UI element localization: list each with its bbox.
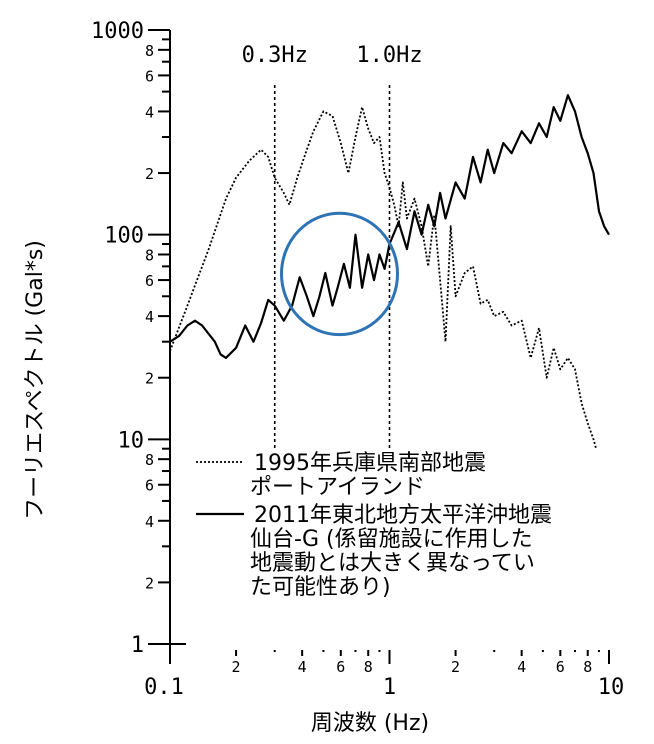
x-minor-tick-label: 2 xyxy=(451,658,460,676)
y-axis-label: フーリエスペクトル (Gal*s) xyxy=(23,240,48,520)
x-tick-label: 1 xyxy=(383,675,396,700)
legend-background xyxy=(186,448,626,650)
series-lines xyxy=(169,94,610,502)
x-minor-tick-label: 8 xyxy=(364,658,373,676)
legend-entry-text: 仙台-G (係留施設に作用した xyxy=(250,527,533,552)
y-minor-tick-label: 6 xyxy=(145,67,154,85)
x-minor-tick-label: 8 xyxy=(583,658,592,676)
x-tick-label: 0.1 xyxy=(144,675,184,700)
legend-entry-text: ポートアイランド xyxy=(250,475,425,500)
x-minor-tick-label: 4 xyxy=(517,658,526,676)
y-minor-tick-label: 2 xyxy=(145,165,154,183)
y-minor-tick-label: 6 xyxy=(145,272,154,290)
series-line-solid xyxy=(169,94,610,359)
reference-lines: 0.3Hz 1.0Hz xyxy=(242,43,423,644)
x-minor-tick-label: 4 xyxy=(298,658,307,676)
y-minor-tick-label: 8 xyxy=(145,42,154,60)
y-tick-label: 10 xyxy=(118,428,145,453)
reference-line-label: 1.0Hz xyxy=(356,43,422,68)
highlight-ellipse xyxy=(280,211,399,337)
x-minor-tick-label: 6 xyxy=(336,658,345,676)
legend-entry-text: た可能性あり) xyxy=(250,575,391,600)
y-minor-tick-label: 8 xyxy=(145,451,154,469)
legend-entry-text: 2011年東北地方太平洋沖地震 xyxy=(254,503,552,528)
x-axis-label: 周波数 (Hz) xyxy=(311,711,429,736)
y-tick-label: 100 xyxy=(104,224,144,249)
x-minor-tick-label: 6 xyxy=(556,658,565,676)
x-minor-tick-label: 2 xyxy=(232,658,241,676)
highlight-ellipse-shape xyxy=(280,211,399,337)
legend-entry-text: 1995年兵庫県南部地震 xyxy=(254,451,486,476)
x-tick-label: 10 xyxy=(598,675,625,700)
legend-entry-text: 地震動とは大きく異なってい xyxy=(250,551,535,576)
y-minor-tick-label: 4 xyxy=(145,308,154,326)
y-minor-tick-label: 8 xyxy=(145,247,154,265)
y-tick-label: 1000 xyxy=(91,19,144,44)
y-minor-tick-label: 2 xyxy=(145,574,154,592)
y-minor-tick-label: 4 xyxy=(145,103,154,121)
y-minor-tick-label: 4 xyxy=(145,513,154,531)
y-minor-tick-label: 6 xyxy=(145,477,154,495)
y-tick-label: 1 xyxy=(131,633,144,658)
reference-line-label: 0.3Hz xyxy=(242,43,308,68)
y-minor-tick-label: 2 xyxy=(145,370,154,388)
